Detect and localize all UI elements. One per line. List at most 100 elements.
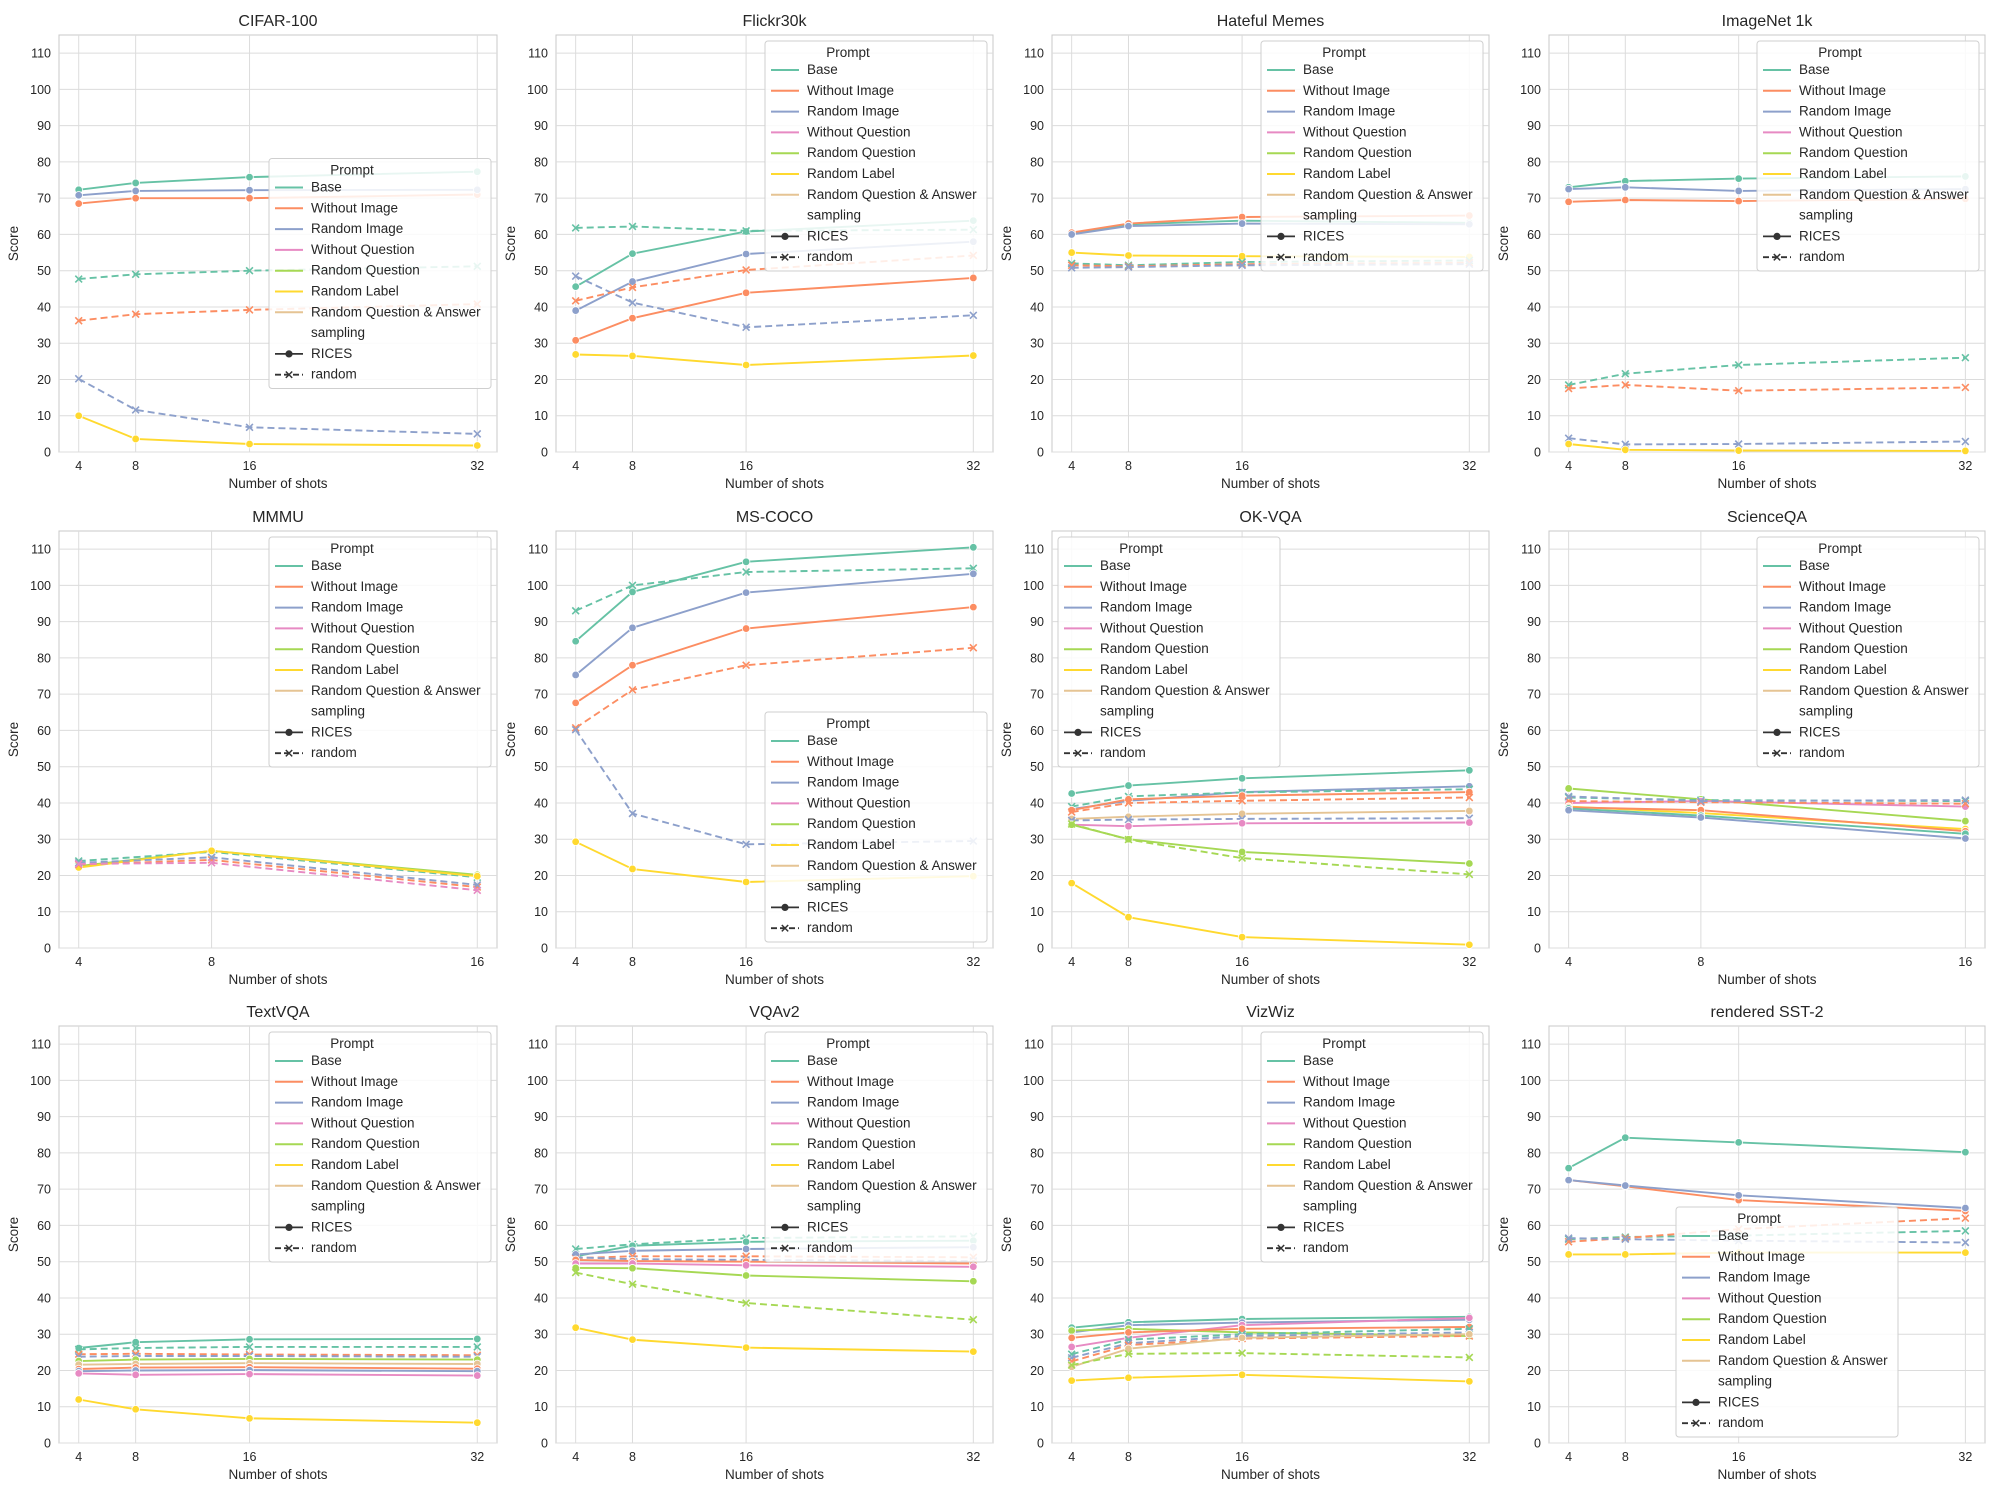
data-point — [1961, 796, 1970, 805]
data-point — [74, 411, 83, 420]
series-random-image-random — [74, 374, 482, 438]
y-axis-label: Score — [1496, 722, 1511, 757]
data-point — [131, 434, 140, 444]
data-point — [1124, 835, 1133, 844]
y-tick-label: 10 — [1527, 1400, 1541, 1414]
x-tick-label: 4 — [1565, 955, 1572, 969]
data-point — [1237, 1370, 1247, 1380]
y-tick-label: 70 — [1030, 192, 1044, 206]
x-tick-label: 32 — [1462, 955, 1476, 969]
legend-label-without-question: Without Question — [807, 1115, 911, 1130]
data-point — [628, 864, 637, 874]
legend-style-marker — [1074, 728, 1082, 737]
subplot-title: VizWiz — [1246, 1004, 1295, 1021]
data-point — [1621, 369, 1630, 378]
x-tick-label: 32 — [966, 955, 980, 969]
subplot-hateful-memes: 0 10 20 30 40 50 60 70 80 90 100 110 4 8 16 32 Hateful M… — [999, 13, 1490, 491]
y-tick-label: 30 — [37, 337, 51, 351]
y-tick-label: 0 — [541, 1437, 548, 1451]
data-point — [742, 840, 751, 849]
series-line — [1071, 1352, 1470, 1366]
series-line — [1568, 1179, 1966, 1209]
legend-label-random-image: Random Image — [807, 104, 899, 119]
legend-frame — [764, 1031, 988, 1263]
y-tick-label: 40 — [534, 300, 548, 314]
data-point — [571, 272, 580, 281]
data-point — [1465, 793, 1474, 802]
y-tick-label: 70 — [37, 192, 51, 206]
legend-label-base: Base — [1303, 1053, 1334, 1068]
legend-style-swatch-rices — [1763, 232, 1791, 240]
y-tick-label: 80 — [37, 651, 51, 665]
series-base-random — [1564, 353, 1970, 389]
x-tick-label: 8 — [1125, 459, 1132, 473]
y-tick-label: 0 — [1037, 446, 1044, 460]
legend-label-random-question: Random Question — [1799, 641, 1908, 656]
series-random-image-random — [1564, 792, 1970, 806]
x-tick-label: 4 — [1565, 1450, 1572, 1464]
data-point — [571, 637, 580, 646]
subplot-scienceqa: 0 10 20 30 40 50 60 70 80 90 100 110 4 8 16 ScienceQA Nu… — [1496, 509, 1986, 987]
y-tick-label: 100 — [1520, 1074, 1541, 1088]
data-point — [74, 374, 83, 383]
y-tick-label: 60 — [37, 228, 51, 242]
data-point — [1124, 1349, 1133, 1358]
legend-style-marker — [285, 728, 293, 737]
data-point — [571, 350, 580, 359]
series-without-image-rices — [571, 602, 978, 708]
data-point — [245, 266, 254, 275]
data-point — [1465, 870, 1474, 879]
y-tick-label: 90 — [37, 119, 51, 133]
data-point — [1564, 784, 1573, 793]
legend-label-base: Base — [807, 1053, 838, 1068]
subplot-rendered-sst-2: 0 10 20 30 40 50 60 70 80 90 100 110 4 8 16 32 rendered … — [1496, 1004, 1986, 1482]
data-point — [131, 270, 140, 279]
data-point — [1564, 184, 1573, 194]
series-line — [1071, 1373, 1470, 1383]
legend-label-base: Base — [807, 733, 838, 748]
y-axis-label: Score — [999, 722, 1014, 757]
data-point — [1961, 816, 1970, 826]
subplot-title: rendered SST-2 — [1711, 1004, 1824, 1021]
data-point — [1067, 1326, 1076, 1335]
y-axis-label: Score — [6, 226, 21, 261]
series-line — [1071, 1333, 1470, 1368]
y-tick-label: 60 — [1030, 1219, 1044, 1233]
data-point — [131, 310, 140, 319]
legend-label-random-question: Random Question — [807, 1136, 916, 1151]
series-line — [575, 353, 974, 366]
data-point — [628, 351, 637, 361]
series-line — [1071, 809, 1470, 820]
data-point — [742, 226, 751, 235]
data-point — [742, 568, 751, 576]
legend-style-marker — [781, 1223, 789, 1231]
legend-label-random-question-and-answer-sampling-cont: sampling — [807, 1199, 861, 1214]
data-point — [1734, 386, 1743, 395]
legend-style-label-rices: RICES — [807, 228, 848, 243]
data-point — [1734, 186, 1743, 196]
data-point — [1237, 251, 1247, 261]
data-point — [1564, 439, 1573, 449]
y-tick-label: 110 — [1024, 47, 1044, 61]
legend-label-random-image: Random Image — [1799, 600, 1891, 615]
series-without-image-random — [1067, 793, 1474, 816]
x-tick-label: 4 — [572, 1450, 579, 1464]
data-point — [1067, 263, 1076, 272]
legend-title: Prompt — [1322, 1036, 1366, 1051]
legend-label-random-question: Random Question — [1303, 1136, 1412, 1151]
legend-style-swatch-random — [1682, 1419, 1710, 1427]
x-tick-label: 16 — [739, 1450, 753, 1464]
data-point — [628, 1264, 637, 1273]
series-line — [575, 1271, 974, 1321]
data-point — [1961, 834, 1970, 843]
legend-title: Prompt — [826, 45, 870, 60]
series-line — [1568, 437, 1966, 446]
legend-label-random-image: Random Image — [311, 600, 403, 615]
legend-style-swatch-random — [1267, 1244, 1295, 1252]
data-point — [628, 222, 637, 231]
y-tick-label: 80 — [534, 155, 548, 169]
data-point — [969, 569, 978, 578]
legend: Prompt Base Without Image Random Image Witho… — [764, 40, 988, 272]
legend-label-without-image: Without Image — [311, 1074, 398, 1089]
legend-label-random-question: Random Question — [1718, 1311, 1827, 1326]
